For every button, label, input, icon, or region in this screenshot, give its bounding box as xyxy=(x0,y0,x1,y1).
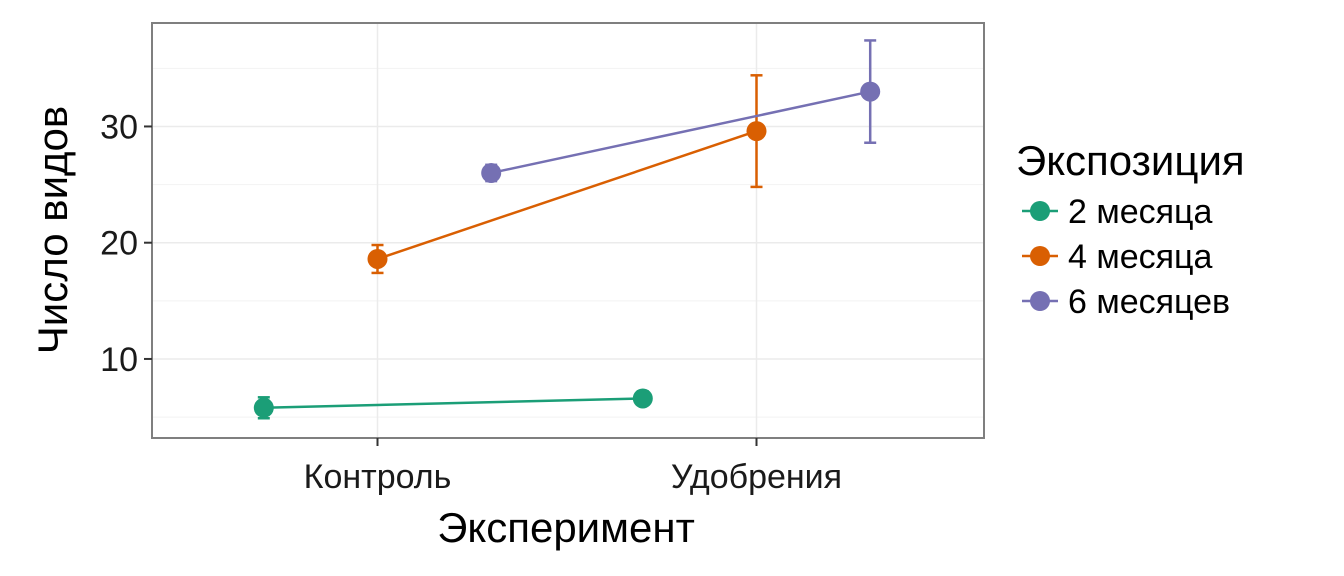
series-4 месяца xyxy=(367,74,767,275)
data-point xyxy=(367,248,388,269)
series-line xyxy=(377,129,757,261)
legend: Экспозиция 2 месяца 4 месяца 6 месяцев xyxy=(1016,137,1245,321)
legend-item: 6 месяцев xyxy=(1022,283,1230,321)
data-point xyxy=(632,388,653,409)
legend-label: 4 месяца xyxy=(1068,238,1213,276)
series-6 месяцев xyxy=(481,39,881,183)
axes: 10 20 30 Контроль Удобрения xyxy=(100,108,842,496)
data-point xyxy=(481,162,502,183)
y-tick-label: 10 xyxy=(100,341,138,379)
y-tick-label: 30 xyxy=(100,108,138,146)
grid xyxy=(152,23,984,438)
legend-key-point xyxy=(1030,246,1050,266)
series-layer xyxy=(253,39,881,420)
x-tick-label: Удобрения xyxy=(671,458,842,496)
legend-label: 2 месяца xyxy=(1068,193,1213,231)
data-point xyxy=(253,397,274,418)
series-line xyxy=(263,397,643,410)
legend-key-point xyxy=(1030,291,1050,311)
legend-key-point xyxy=(1030,201,1050,221)
legend-item: 2 месяца xyxy=(1022,193,1213,231)
legend-label: 6 месяцев xyxy=(1068,283,1230,321)
legend-title: Экспозиция xyxy=(1016,137,1245,184)
plot-panel xyxy=(152,23,984,438)
data-point xyxy=(746,121,767,142)
series-line xyxy=(490,90,871,175)
plot-border xyxy=(151,22,985,439)
y-axis-title: Число видов xyxy=(29,106,76,354)
x-tick-label: Контроль xyxy=(304,458,452,496)
series-2 месяца xyxy=(253,388,653,420)
y-tick-label: 20 xyxy=(100,225,138,263)
data-point xyxy=(860,81,881,102)
legend-item: 4 месяца xyxy=(1022,238,1213,276)
x-axis-title: Эксперимент xyxy=(437,504,695,551)
